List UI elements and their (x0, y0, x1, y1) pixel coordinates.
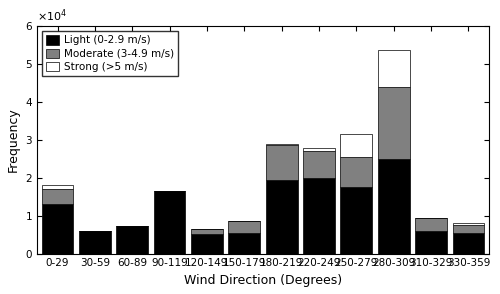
Y-axis label: Frequency: Frequency (7, 107, 20, 172)
Bar (415, 218, 447, 231)
Bar (42, 189, 74, 204)
Bar (191, 234, 223, 254)
Bar (378, 86, 410, 159)
Bar (452, 223, 484, 225)
Bar (303, 178, 335, 254)
Text: $\times10^4$: $\times10^4$ (37, 7, 67, 24)
Bar (452, 233, 484, 254)
Bar (42, 185, 74, 189)
X-axis label: Wind Direction (Degrees): Wind Direction (Degrees) (184, 274, 342, 287)
Bar (42, 204, 74, 254)
Bar (228, 220, 260, 233)
Bar (266, 143, 298, 146)
Bar (452, 225, 484, 233)
Bar (303, 151, 335, 178)
Bar (378, 159, 410, 254)
Bar (340, 157, 372, 187)
Bar (415, 231, 447, 254)
Bar (228, 233, 260, 254)
Legend: Light (0-2.9 m/s), Moderate (3-4.9 m/s), Strong (>5 m/s): Light (0-2.9 m/s), Moderate (3-4.9 m/s),… (42, 31, 178, 76)
Bar (266, 146, 298, 180)
Bar (154, 191, 186, 254)
Bar (378, 51, 410, 86)
Bar (191, 229, 223, 234)
Bar (266, 180, 298, 254)
Bar (340, 134, 372, 157)
Bar (79, 231, 111, 254)
Bar (303, 148, 335, 151)
Bar (116, 226, 148, 254)
Bar (340, 187, 372, 254)
